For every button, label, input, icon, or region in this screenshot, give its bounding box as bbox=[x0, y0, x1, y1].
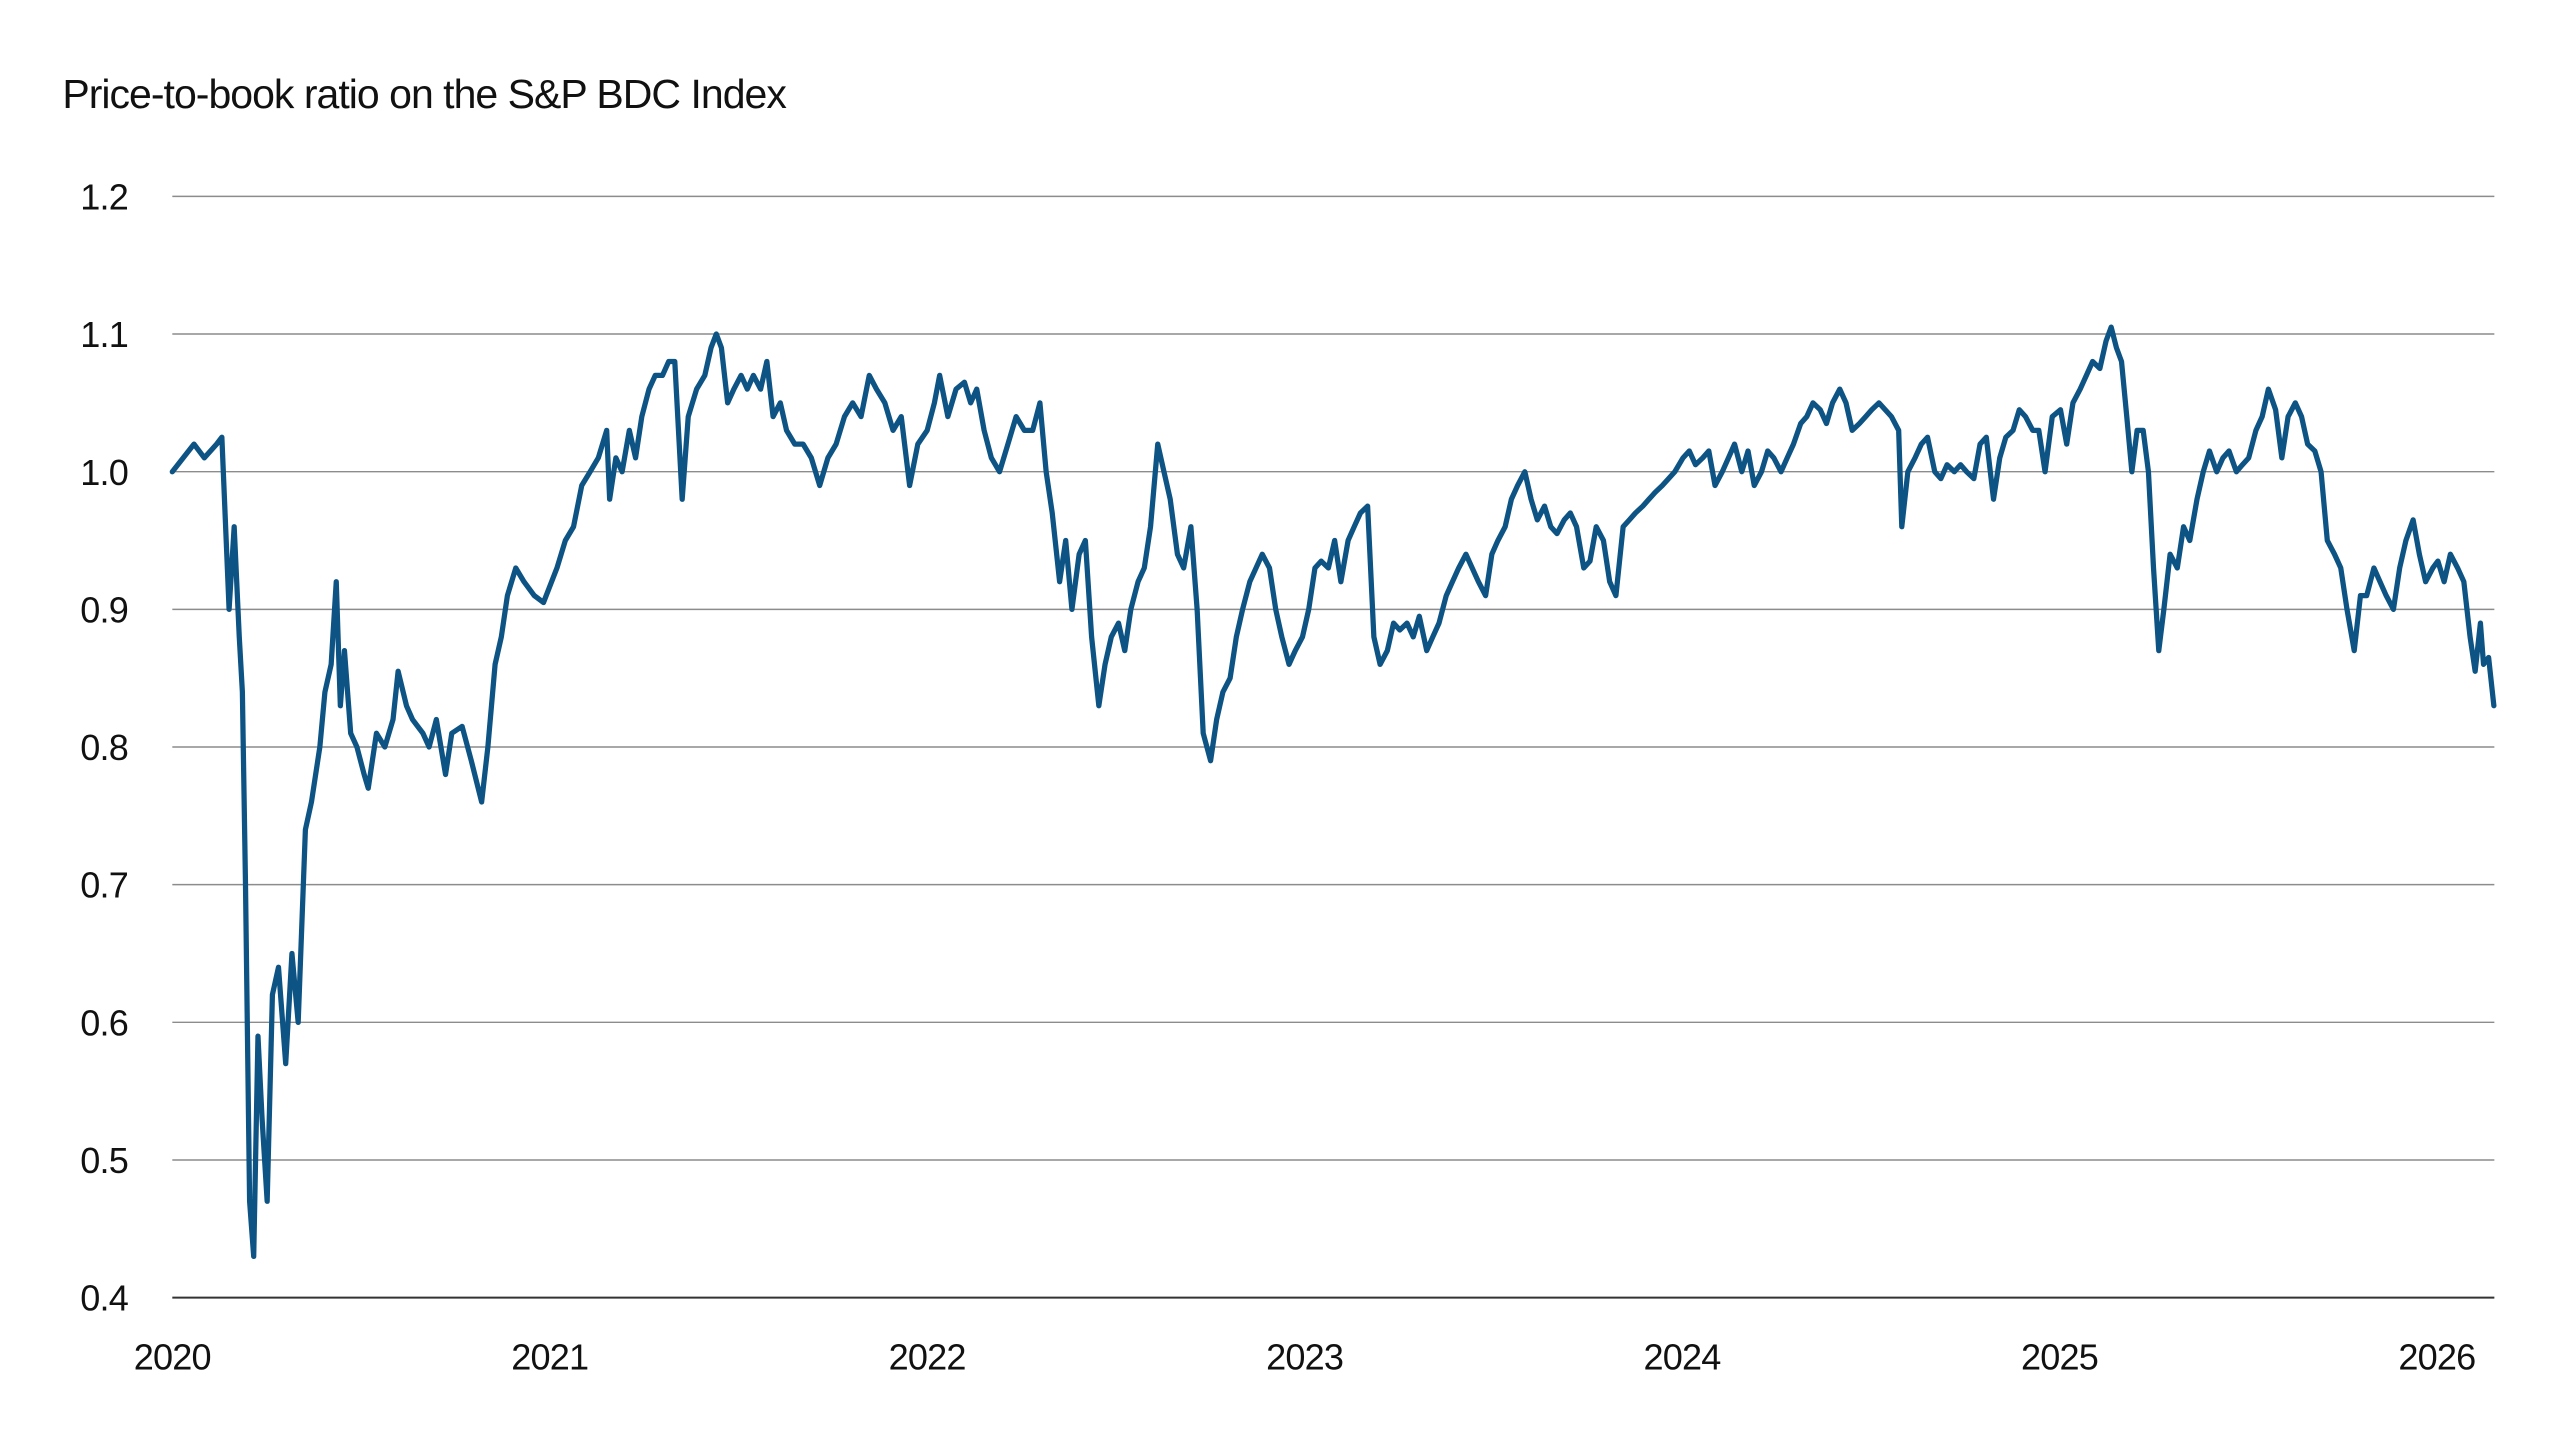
series-line bbox=[169, 324, 2497, 1260]
x-axis-ticks: 2020 2021 2022 2023 2024 2025 2026 bbox=[134, 1337, 2476, 1378]
gridlines bbox=[172, 195, 2495, 1299]
x-tick-label: 2024 bbox=[1644, 1337, 1721, 1378]
y-tick-label: 1.1 bbox=[80, 314, 128, 355]
y-axis-ticks: 1.2 1.1 1.0 0.9 0.8 0.7 0.6 0.5 0.4 bbox=[80, 177, 129, 1319]
y-tick-label: 1.2 bbox=[80, 177, 128, 218]
y-tick-label: 0.6 bbox=[80, 1002, 128, 1043]
chart-title: Price-to-book ratio on the S&P BDC Index bbox=[62, 71, 787, 117]
y-tick-label: 1.0 bbox=[80, 452, 128, 493]
x-tick-label: 2023 bbox=[1266, 1337, 1343, 1378]
y-tick-label: 0.4 bbox=[80, 1278, 128, 1319]
y-tick-label: 0.8 bbox=[80, 727, 128, 768]
x-tick-label: 2021 bbox=[511, 1337, 588, 1378]
x-tick-label: 2022 bbox=[889, 1337, 966, 1378]
x-tick-label: 2026 bbox=[2398, 1337, 2475, 1378]
y-tick-label: 0.9 bbox=[80, 589, 128, 630]
y-tick-label: 0.7 bbox=[80, 865, 128, 906]
x-tick-label: 2025 bbox=[2021, 1337, 2098, 1378]
y-tick-label: 0.5 bbox=[80, 1140, 128, 1181]
x-tick-label: 2020 bbox=[134, 1337, 211, 1378]
